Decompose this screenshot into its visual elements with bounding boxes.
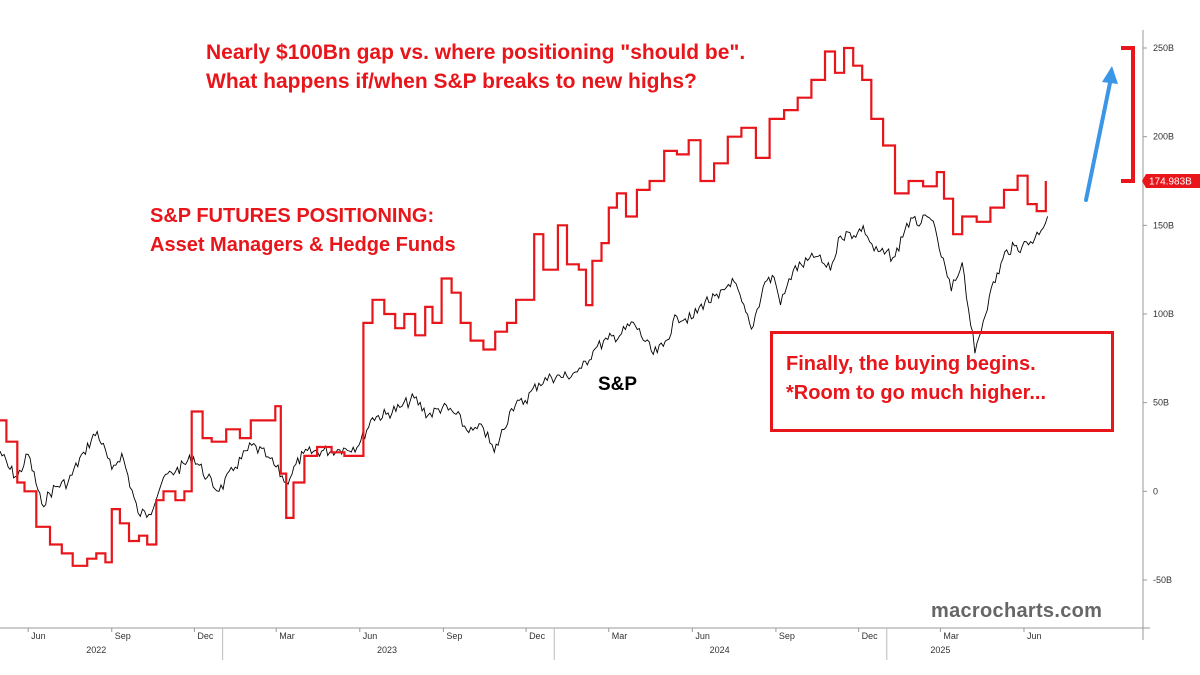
x-tick-label: Mar — [279, 631, 295, 641]
headline-annotation: Nearly $100Bn gap vs. where positioning … — [206, 38, 745, 96]
callout-box — [770, 331, 1114, 432]
x-year-label: 2025 — [930, 645, 950, 655]
watermark: macrocharts.com — [931, 600, 1103, 622]
headline-line-1: Nearly $100Bn gap vs. where positioning … — [206, 41, 746, 64]
x-tick-label: Jun — [1027, 631, 1042, 641]
last-value-tag — [1142, 174, 1200, 189]
y-tick-label: 200B — [1153, 132, 1174, 142]
x-tick-label: Jun — [695, 631, 710, 641]
callout-line-1: Finally, the buying begins. — [786, 353, 1036, 375]
headline-line-2: What happens if/when S&P breaks to new h… — [206, 70, 697, 93]
positioning-label-line-1: S&P FUTURES POSITIONING: — [150, 205, 435, 227]
up-arrow-head — [1102, 66, 1118, 84]
x-year-label: 2024 — [710, 645, 730, 655]
x-tick-label: Dec — [197, 631, 214, 641]
x-tick-label: Mar — [612, 631, 628, 641]
callout-line-2: *Room to go much higher... — [786, 382, 1046, 404]
sp-series — [0, 214, 1049, 519]
positioning-label-line-2: Asset Managers & Hedge Funds — [150, 234, 456, 256]
annotation-overlay: 174.983B — [1084, 46, 1200, 202]
x-tick-label: Jun — [363, 631, 378, 641]
positioning-line — [0, 46, 1047, 567]
x-tick-label: Dec — [862, 631, 879, 641]
x-year-label: 2022 — [86, 645, 106, 655]
x-tick-label: Sep — [779, 631, 795, 641]
axes: 250B 200B 150B 100B 50B 0 -50B Jun Sep Dec Mar Jun S… — [0, 30, 1174, 660]
x-tick-label: Sep — [446, 631, 462, 641]
last-value-label: 174.983B — [1149, 177, 1192, 188]
x-tick-label: Dec — [529, 631, 546, 641]
callout-text: Finally, the buying begins. *Room to go … — [786, 350, 1046, 408]
sp-series-label: S&P — [598, 374, 638, 395]
y-tick-label: 150B — [1153, 220, 1174, 230]
y-tick-label: 250B — [1153, 43, 1174, 53]
up-arrow-shaft — [1084, 76, 1113, 202]
positioning-label: S&P FUTURES POSITIONING: Asset Managers … — [150, 202, 456, 260]
x-tick-label: Jun — [31, 631, 46, 641]
x-tick-label: Mar — [943, 631, 959, 641]
y-tick-label: 100B — [1153, 309, 1174, 319]
y-tick-label: -50B — [1153, 575, 1172, 585]
positioning-series — [0, 46, 1047, 567]
y-tick-label: 0 — [1153, 486, 1158, 496]
sp-price-line — [0, 214, 1049, 519]
gap-bracket — [1121, 46, 1135, 184]
y-tick-label: 50B — [1153, 398, 1169, 408]
x-year-label: 2023 — [377, 645, 397, 655]
x-tick-label: Sep — [115, 631, 131, 641]
